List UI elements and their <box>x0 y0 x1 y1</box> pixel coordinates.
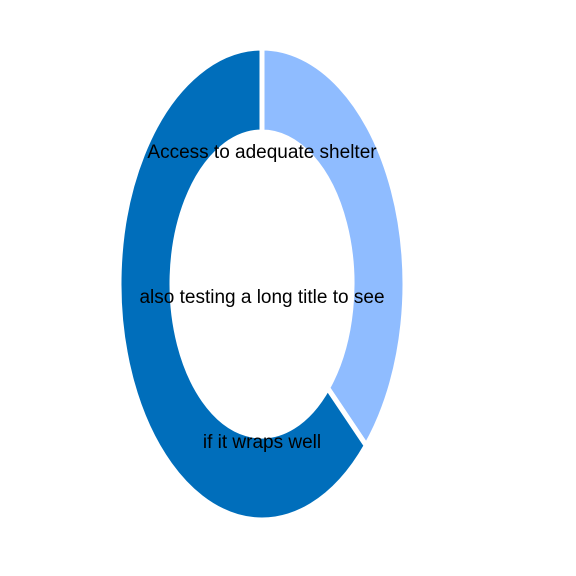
chart-title: Access to adequate shelter also testing … <box>139 142 384 453</box>
donut-slices <box>116 45 408 523</box>
donut-slice-1 <box>259 45 408 451</box>
title-line-2: also testing a long title to see <box>139 287 384 308</box>
donut-slice-2 <box>116 45 370 523</box>
title-line-3: if it wraps well <box>203 432 321 453</box>
title-line-1: Access to adequate shelter <box>147 142 377 163</box>
